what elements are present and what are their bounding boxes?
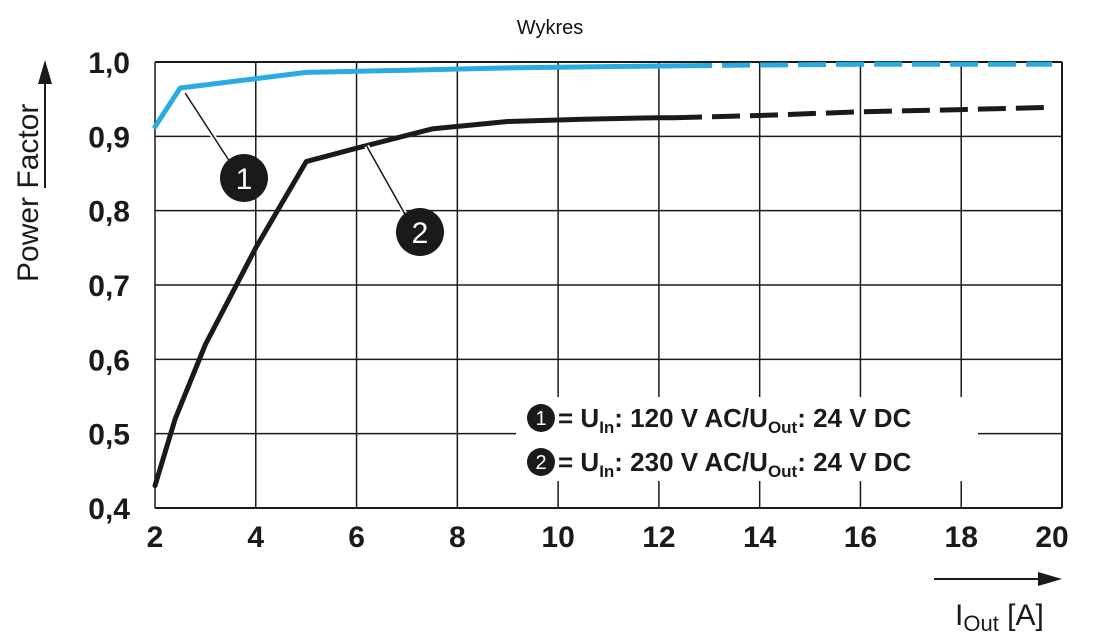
legend-text-part: : 120 V AC/U [614, 403, 768, 433]
callout-layer: 12 [183, 91, 444, 256]
y-tick-label: 0,5 [88, 419, 130, 452]
y-axis-arrow-head [38, 60, 52, 84]
legend-marker [527, 404, 555, 432]
callout-marker-label: 1 [236, 163, 253, 196]
legend-marker-label: 1 [535, 408, 546, 430]
x-tick-label: 16 [844, 521, 877, 554]
x-axis-title-sub: Out [963, 611, 998, 636]
y-tick-label: 0,6 [88, 344, 130, 377]
series-1-line-dashed [684, 61, 1052, 69]
x-tick-label: 6 [348, 521, 365, 554]
callout-marker [220, 154, 268, 202]
chart-title: Wykres [517, 17, 583, 39]
legend-text-part: : 230 V AC/U [614, 447, 768, 477]
y-tick-labels: 0,4 0,5 0,6 0,7 0,8 0,9 1,0 [88, 47, 130, 526]
x-tick-label: 18 [945, 521, 978, 554]
x-tick-labels: 2 4 6 8 10 12 14 16 18 20 [147, 521, 1069, 554]
y-tick-label: 0,8 [88, 196, 130, 229]
legend-background [516, 397, 978, 481]
y-tick-label: 0,9 [88, 121, 130, 154]
legend-text-part: = U [558, 403, 599, 433]
series-1-line-solid [152, 63, 687, 130]
x-tick-label: 12 [642, 521, 675, 554]
x-axis-title-group: IOut [A] [934, 572, 1062, 636]
legend-subscript: In [599, 418, 614, 437]
legend-subscript: In [599, 462, 614, 481]
series-layer [152, 61, 1052, 489]
x-tick-label: 10 [541, 521, 574, 554]
legend-subscript: Out [768, 462, 798, 481]
y-tick-label: 0,4 [88, 493, 130, 526]
x-axis-title-main: I [955, 599, 963, 632]
legend-marker [527, 448, 555, 476]
legend-entry-text: = UIn: 230 V AC/UOut: 24 V DC [558, 447, 912, 481]
x-tick-label: 14 [743, 521, 777, 554]
x-tick-label: 4 [247, 521, 264, 554]
x-tick-label: 8 [449, 521, 466, 554]
callout-leader-line [365, 145, 407, 217]
y-tick-label: 1,0 [88, 47, 130, 80]
x-axis-title-unit: [A] [999, 599, 1044, 632]
x-axis-title: IOut [A] [955, 599, 1044, 636]
legend-subscript: Out [768, 418, 798, 437]
x-axis-arrow-head [1038, 572, 1062, 586]
grid-lines [154, 61, 1063, 509]
y-axis-title-group: Power Factor [12, 60, 52, 282]
y-axis-title: Power Factor [12, 104, 45, 282]
x-tick-label: 20 [1035, 521, 1068, 554]
legend-text-part: : 24 V DC [797, 447, 911, 477]
legend-text-part: = U [558, 447, 599, 477]
legend-text-part: : 24 V DC [797, 403, 911, 433]
callout-leader-line [184, 92, 231, 163]
y-tick-label: 0,7 [88, 270, 130, 303]
legend-entry-text: = UIn: 120 V AC/UOut: 24 V DC [558, 403, 912, 437]
callout-marker-label: 2 [412, 217, 429, 250]
series-2-line-solid [152, 115, 677, 489]
series-2-line-dashed [673, 104, 1052, 121]
callout-marker [396, 208, 444, 256]
x-tick-label: 2 [147, 521, 164, 554]
legend-marker-label: 2 [535, 452, 546, 474]
legend: 1 = UIn: 120 V AC/UOut: 24 V DC2 = UIn: 23… [516, 397, 978, 481]
